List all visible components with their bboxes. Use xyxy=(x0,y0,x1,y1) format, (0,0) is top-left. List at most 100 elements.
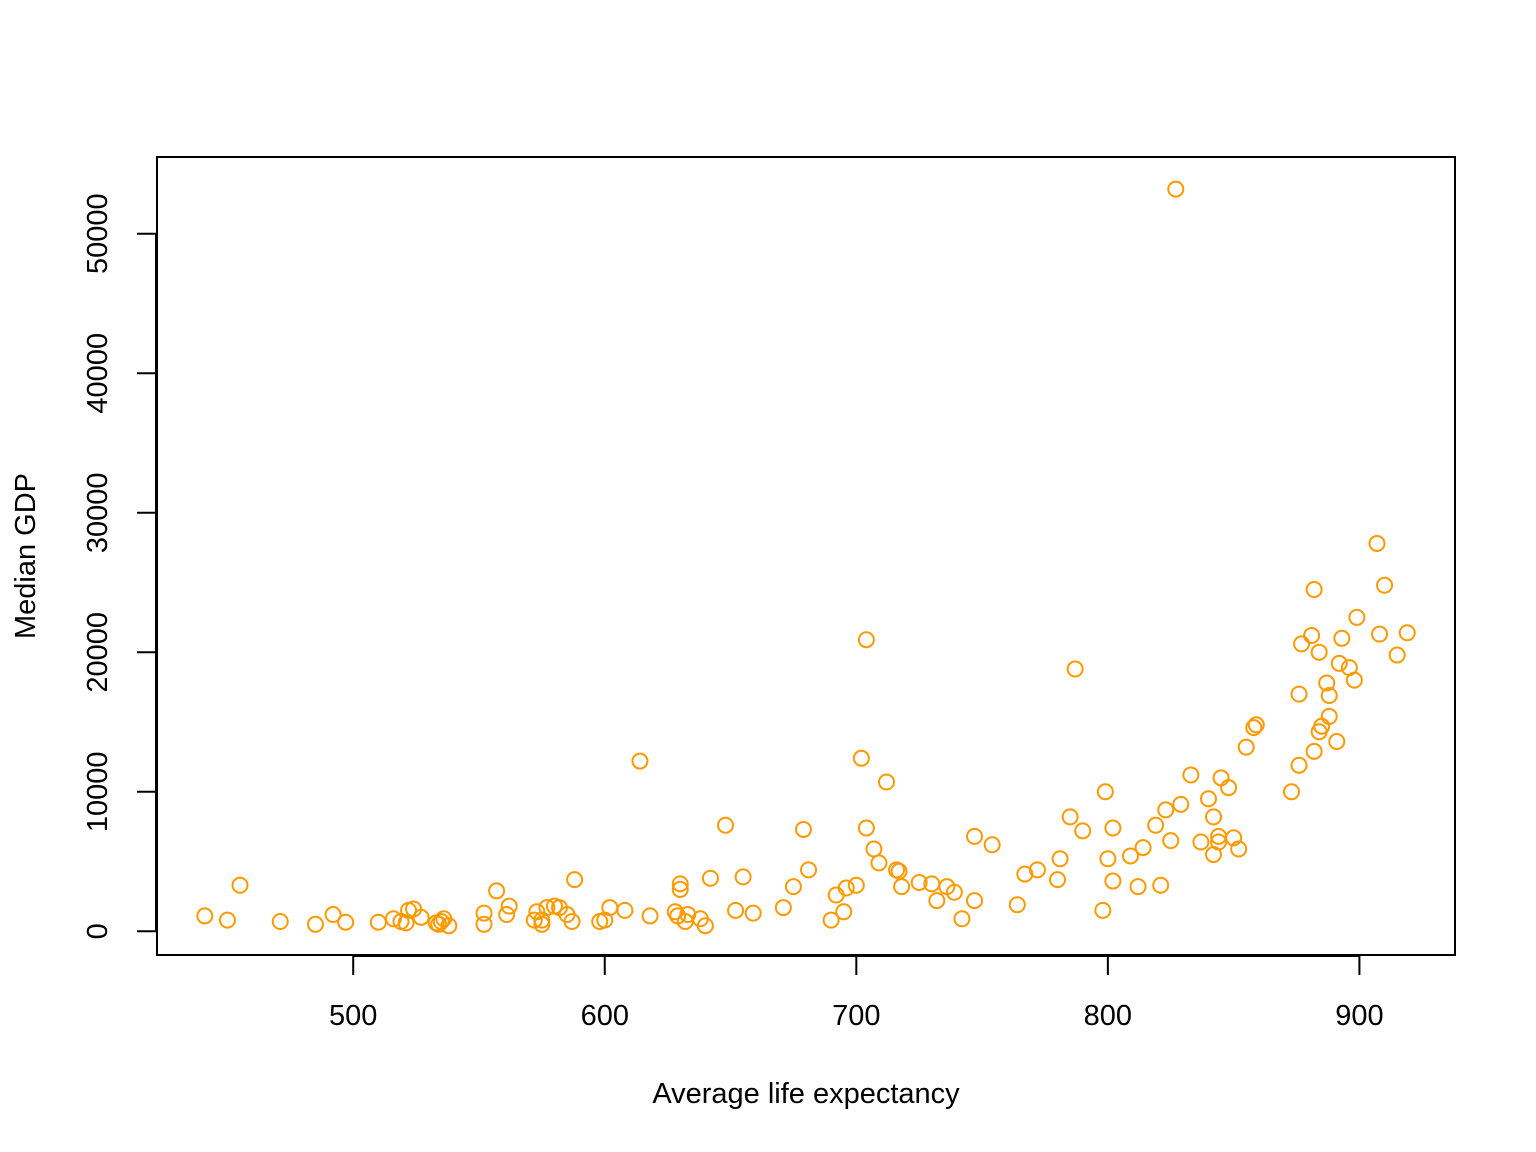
data-point xyxy=(1162,832,1180,850)
data-point xyxy=(1172,795,1190,813)
data-point xyxy=(430,915,448,933)
data-point xyxy=(953,910,971,928)
data-point xyxy=(910,873,928,891)
x-tick-label: 800 xyxy=(1084,1000,1132,1032)
data-point xyxy=(475,915,493,933)
data-point xyxy=(701,869,719,887)
data-point xyxy=(1310,643,1328,661)
data-point xyxy=(498,906,516,924)
data-point xyxy=(928,892,946,910)
data-point xyxy=(1061,808,1079,826)
data-point xyxy=(857,631,875,649)
data-point xyxy=(1320,707,1338,725)
data-point xyxy=(1199,790,1217,808)
data-point xyxy=(641,907,659,925)
data-point xyxy=(1388,646,1406,664)
x-tick-label: 500 xyxy=(329,1000,377,1032)
data-point xyxy=(1290,756,1308,774)
data-point xyxy=(1303,627,1321,645)
data-point xyxy=(717,816,735,834)
data-point xyxy=(1051,850,1069,868)
data-point xyxy=(1371,625,1389,643)
data-point xyxy=(1104,819,1122,837)
y-tick-label: 20000 xyxy=(82,612,114,693)
data-point xyxy=(1305,580,1323,598)
data-point xyxy=(1096,783,1114,801)
data-point xyxy=(1099,850,1117,868)
data-point xyxy=(1210,833,1228,851)
data-point xyxy=(800,861,818,879)
data-point xyxy=(784,878,802,896)
data-point xyxy=(966,827,984,845)
data-point xyxy=(1094,901,1112,919)
data-point xyxy=(1205,808,1223,826)
data-point xyxy=(631,752,649,770)
y-axis-title: Median GDP xyxy=(10,473,42,639)
data-point xyxy=(822,911,840,929)
data-point xyxy=(218,911,236,929)
plot-frame xyxy=(156,156,1456,956)
data-point xyxy=(616,901,634,919)
data-point xyxy=(196,907,214,925)
data-point xyxy=(794,820,812,838)
data-point xyxy=(1157,801,1175,819)
data-point xyxy=(337,913,355,931)
data-point xyxy=(533,915,551,933)
data-point xyxy=(835,903,853,921)
data-point xyxy=(1282,783,1300,801)
data-point xyxy=(744,904,762,922)
data-point xyxy=(324,906,342,924)
data-point xyxy=(1320,687,1338,705)
data-point xyxy=(1305,742,1323,760)
x-axis-title: Average life expectancy xyxy=(652,1078,960,1110)
data-point xyxy=(847,876,865,894)
y-tick-label: 30000 xyxy=(82,472,114,553)
y-axis: 0 10000 20000 30000 40000 50000 xyxy=(82,193,157,939)
y-tick-label: 40000 xyxy=(82,333,114,414)
data-point xyxy=(966,892,984,910)
data-point xyxy=(671,875,689,893)
data-point xyxy=(1182,766,1200,784)
data-point xyxy=(1074,822,1092,840)
data-point xyxy=(857,819,875,837)
x-tick-label: 900 xyxy=(1335,1000,1383,1032)
data-point xyxy=(1049,871,1067,889)
data-point xyxy=(1348,608,1366,626)
data-point xyxy=(1398,624,1416,642)
data-point xyxy=(774,899,792,917)
data-point xyxy=(440,917,458,935)
data-point xyxy=(563,913,581,931)
data-point xyxy=(870,854,888,872)
data-point xyxy=(1008,896,1026,914)
data-point xyxy=(475,904,493,922)
data-point xyxy=(945,883,963,901)
data-point xyxy=(1220,779,1238,797)
x-tick-label: 700 xyxy=(832,1000,880,1032)
data-point xyxy=(983,836,1001,854)
data-point xyxy=(1066,660,1084,678)
data-point xyxy=(271,913,289,931)
y-tick-label: 0 xyxy=(82,923,114,939)
data-point xyxy=(1167,180,1185,198)
data-point xyxy=(1345,671,1363,689)
data-point xyxy=(397,914,415,932)
data-point xyxy=(1122,847,1139,865)
data-point xyxy=(696,917,714,935)
data-point xyxy=(566,871,584,889)
data-point xyxy=(538,899,556,917)
data-point xyxy=(1330,654,1348,672)
data-point xyxy=(1328,733,1346,751)
data-point xyxy=(1225,829,1243,847)
y-tick-label: 10000 xyxy=(82,751,114,832)
y-tick-label: 50000 xyxy=(82,193,114,274)
data-point xyxy=(1104,872,1122,890)
data-point xyxy=(1376,576,1394,594)
points-layer xyxy=(196,180,1416,935)
data-point xyxy=(1293,635,1311,653)
data-point xyxy=(1152,876,1170,894)
x-tick-label: 600 xyxy=(581,1000,629,1032)
data-point xyxy=(1129,878,1147,896)
data-point xyxy=(1318,674,1336,692)
